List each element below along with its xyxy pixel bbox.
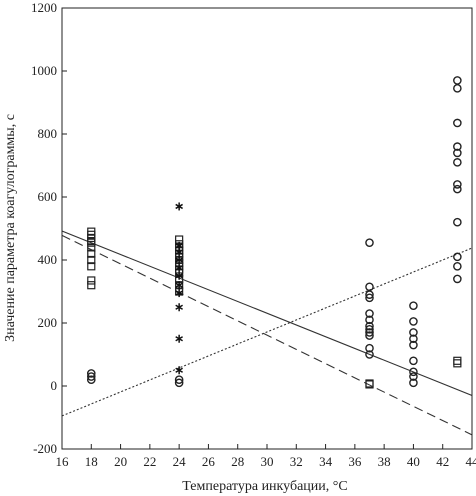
point-asterisk: [175, 248, 183, 257]
x-tick-label: 28: [231, 454, 244, 469]
point-circle: [409, 328, 418, 337]
x-tick-label: 44: [466, 454, 476, 469]
point-square: [365, 379, 374, 388]
point-circle: [86, 372, 96, 381]
x-axis-label: Температура инкубации, °С: [182, 479, 347, 494]
x-tick-label: 34: [319, 454, 333, 469]
point-circle: [453, 148, 462, 158]
point-square: [87, 243, 96, 252]
x-tick-label: 24: [173, 454, 187, 469]
trend-line-solid: [62, 230, 472, 396]
point-circle: [453, 76, 462, 85]
point-circle: [409, 334, 418, 344]
point-circle: [86, 369, 96, 378]
x-tick-label: 38: [378, 454, 391, 469]
x-tick-label: 42: [436, 454, 449, 469]
point-circle: [409, 378, 418, 388]
x-tick-label: 16: [56, 454, 70, 469]
y-tick-label: 200: [38, 315, 58, 330]
point-circle: [409, 372, 418, 381]
point-circle: [365, 343, 374, 353]
y-tick-label: 0: [51, 378, 58, 393]
point-circle: [174, 378, 184, 388]
point-circle: [453, 184, 462, 194]
point-square: [453, 356, 462, 365]
point-asterisk: [175, 263, 183, 272]
y-tick-label: -200: [33, 441, 57, 456]
point-circle: [453, 118, 462, 128]
point-circle: [453, 217, 462, 227]
x-tick-label: 20: [114, 454, 127, 469]
axes: [61, 7, 473, 450]
trend-lines: [62, 230, 472, 436]
point-square: [87, 249, 96, 258]
point-circle: [409, 367, 418, 377]
x-tick-label: 36: [348, 454, 362, 469]
point-circle: [365, 350, 374, 359]
x-tick-label: 22: [143, 454, 156, 469]
point-square: [87, 281, 96, 290]
point-circle: [409, 317, 418, 326]
trend-line-dashed: [62, 234, 472, 436]
point-asterisk: [175, 271, 183, 280]
point-circle: [409, 340, 418, 350]
x-tick-label: 18: [85, 454, 98, 469]
point-circle: [365, 328, 374, 337]
point-circle: [453, 158, 462, 167]
point-square: [87, 238, 96, 247]
point-circle: [365, 324, 374, 334]
y-tick-label: 1200: [31, 0, 57, 15]
point-square: [87, 255, 96, 265]
x-tick-label: 40: [407, 454, 420, 469]
point-circle: [409, 356, 418, 366]
point-square: [87, 276, 96, 285]
point-circle: [409, 301, 418, 310]
point-asterisk: [175, 256, 183, 264]
point-asterisk: [175, 303, 183, 312]
y-tick-label: 400: [38, 252, 58, 267]
y-tick-label: 800: [38, 126, 58, 141]
point-asterisk: [175, 334, 183, 343]
point-circle: [453, 142, 462, 151]
point-circle: [365, 315, 374, 325]
data-points: [86, 76, 462, 389]
point-circle: [453, 274, 462, 284]
point-circle: [453, 261, 462, 271]
x-tick-label: 26: [202, 454, 216, 469]
point-asterisk: [175, 289, 183, 298]
point-circle: [174, 375, 184, 385]
point-square: [453, 359, 462, 368]
trend-line-dotted: [62, 247, 472, 417]
x-tick-labels: 16 18 20 22 24 26 28 30 32 34 36 38 40 42 44: [56, 454, 476, 469]
point-circle: [365, 309, 374, 318]
point-asterisk: [175, 202, 183, 211]
point-circle: [453, 180, 462, 189]
point-circle: [453, 84, 462, 93]
x-tick-label: 32: [290, 454, 303, 469]
point-asterisk: [175, 281, 183, 290]
point-circle: [365, 290, 374, 299]
point-circle: [365, 282, 374, 292]
point-circle: [453, 252, 462, 262]
point-square: [87, 262, 96, 271]
point-circle: [365, 293, 374, 303]
y-axis-label: Значение параметра коагулограммы, с: [3, 114, 18, 342]
y-tick-label: 600: [38, 189, 58, 204]
y-tick-labels: -200 0 200 400 600 800 1000 1200: [31, 0, 57, 456]
point-circle: [365, 331, 374, 340]
point-circle: [365, 321, 374, 331]
point-circle: [365, 238, 374, 247]
x-tick-label: 30: [261, 454, 274, 469]
y-tick-label: 1000: [31, 63, 57, 78]
point-circle: [86, 375, 96, 385]
point-asterisk: [175, 366, 183, 375]
